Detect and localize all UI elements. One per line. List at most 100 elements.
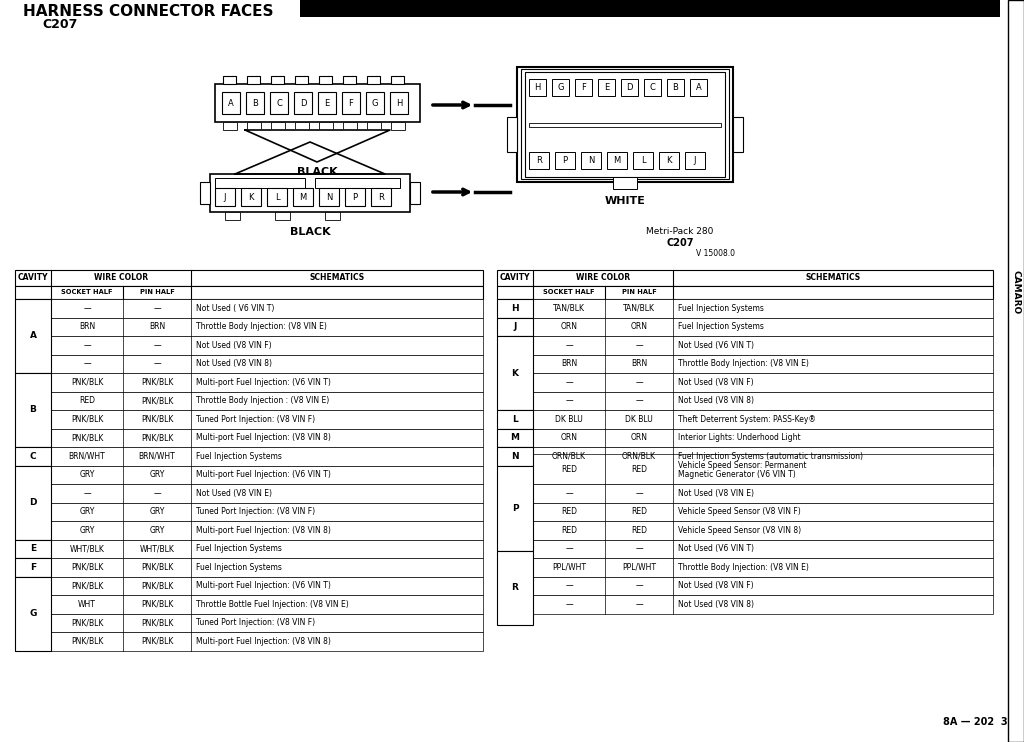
Text: C: C <box>276 99 282 108</box>
Text: Metri-Pack 280: Metri-Pack 280 <box>646 228 714 237</box>
Bar <box>497 286 993 299</box>
Bar <box>529 152 549 169</box>
Text: PNK/BLK: PNK/BLK <box>71 581 103 590</box>
Bar <box>497 558 993 577</box>
Text: L: L <box>641 156 645 165</box>
Bar <box>223 122 237 130</box>
Text: J: J <box>693 156 696 165</box>
Text: M: M <box>613 156 621 165</box>
Text: RED: RED <box>561 464 577 473</box>
Text: H: H <box>511 303 519 312</box>
Text: —: — <box>565 489 572 498</box>
Bar <box>15 336 483 355</box>
Text: M: M <box>511 433 519 442</box>
Bar <box>497 355 993 373</box>
Bar <box>295 122 309 130</box>
Bar <box>497 447 993 465</box>
Text: Not Used ( V6 VIN T): Not Used ( V6 VIN T) <box>196 303 274 312</box>
Bar <box>225 212 240 220</box>
Text: BRN: BRN <box>79 322 95 331</box>
Text: RED: RED <box>79 396 95 405</box>
Bar <box>293 188 313 206</box>
Bar <box>318 92 336 114</box>
Text: —: — <box>154 489 161 498</box>
Text: V 15008.0: V 15008.0 <box>695 249 734 258</box>
Text: 8A — 202  3: 8A — 202 3 <box>943 717 1008 727</box>
Text: P: P <box>562 156 567 165</box>
Text: —: — <box>154 341 161 349</box>
Text: GRY: GRY <box>150 508 165 516</box>
Text: Multi-port Fuel Injection: (V8 VIN 8): Multi-port Fuel Injection: (V8 VIN 8) <box>196 526 331 535</box>
Text: WHITE: WHITE <box>604 196 645 206</box>
Text: Multi-port Fuel Injection: (V8 VIN 8): Multi-port Fuel Injection: (V8 VIN 8) <box>196 433 331 442</box>
Text: —: — <box>154 359 161 368</box>
Text: PNK/BLK: PNK/BLK <box>141 581 173 590</box>
Bar <box>607 152 627 169</box>
Bar <box>15 465 483 484</box>
Bar <box>15 632 483 651</box>
Text: ORN/BLK: ORN/BLK <box>552 452 586 461</box>
Text: ORN/BLK: ORN/BLK <box>622 452 656 461</box>
Text: BRN/WHT: BRN/WHT <box>138 452 175 461</box>
Text: —: — <box>154 303 161 312</box>
Text: Not Used (V8 VIN F): Not Used (V8 VIN F) <box>678 581 754 590</box>
Bar <box>497 577 993 595</box>
Text: PNK/BLK: PNK/BLK <box>141 562 173 572</box>
Bar <box>15 558 483 577</box>
Text: —: — <box>83 341 91 349</box>
Text: SOCKET HALF: SOCKET HALF <box>544 289 595 295</box>
Text: Fuel Injection Systems (automatic transmission): Fuel Injection Systems (automatic transm… <box>678 452 863 461</box>
Text: WHT/BLK: WHT/BLK <box>139 544 174 554</box>
Bar <box>241 188 261 206</box>
Text: ORN: ORN <box>631 433 647 442</box>
Text: E: E <box>325 99 330 108</box>
Text: B: B <box>673 83 679 92</box>
Text: PIN HALF: PIN HALF <box>139 289 174 295</box>
Text: PNK/BLK: PNK/BLK <box>71 415 103 424</box>
Bar <box>295 76 308 84</box>
Bar <box>15 577 51 651</box>
Bar <box>497 270 993 286</box>
Bar <box>15 614 483 632</box>
Bar <box>659 152 679 169</box>
Bar <box>300 0 1000 17</box>
Bar <box>1008 0 1024 742</box>
Text: Not Used (V6 VIN T): Not Used (V6 VIN T) <box>678 544 754 554</box>
Text: PIN HALF: PIN HALF <box>622 289 656 295</box>
Text: ORN: ORN <box>560 322 578 331</box>
Text: PNK/BLK: PNK/BLK <box>141 396 173 405</box>
Text: G: G <box>372 99 378 108</box>
Bar <box>270 92 288 114</box>
Text: —: — <box>83 303 91 312</box>
Text: A: A <box>695 83 701 92</box>
Text: PNK/BLK: PNK/BLK <box>71 562 103 572</box>
Text: —: — <box>635 581 643 590</box>
Bar <box>497 551 534 625</box>
Bar <box>366 92 384 114</box>
Text: G: G <box>557 83 564 92</box>
Text: Not Used (V8 VIN 8): Not Used (V8 VIN 8) <box>196 359 272 368</box>
Text: H: H <box>396 99 402 108</box>
Text: F: F <box>30 562 36 572</box>
Text: Multi-port Fuel Injection: (V6 VIN T): Multi-port Fuel Injection: (V6 VIN T) <box>196 378 331 387</box>
Text: PNK/BLK: PNK/BLK <box>71 378 103 387</box>
Polygon shape <box>245 130 390 162</box>
Text: G: G <box>30 609 37 618</box>
Text: GRY: GRY <box>79 470 94 479</box>
Bar <box>319 122 333 130</box>
Text: PPL/WHT: PPL/WHT <box>622 562 656 572</box>
Bar <box>525 72 725 177</box>
Text: —: — <box>565 378 572 387</box>
Bar <box>15 373 51 447</box>
Bar <box>497 521 993 539</box>
Text: —: — <box>635 396 643 405</box>
Text: J: J <box>224 192 226 202</box>
Text: C: C <box>649 83 655 92</box>
Bar <box>613 177 637 189</box>
Text: HARNESS CONNECTOR FACES: HARNESS CONNECTOR FACES <box>23 4 273 19</box>
Text: DK BLU: DK BLU <box>625 415 653 424</box>
Text: Tuned Port Injection: (V8 VIN F): Tuned Port Injection: (V8 VIN F) <box>196 415 315 424</box>
Text: Tuned Port Injection: (V8 VIN F): Tuned Port Injection: (V8 VIN F) <box>196 508 315 516</box>
Text: L: L <box>512 415 518 424</box>
Bar <box>247 122 261 130</box>
